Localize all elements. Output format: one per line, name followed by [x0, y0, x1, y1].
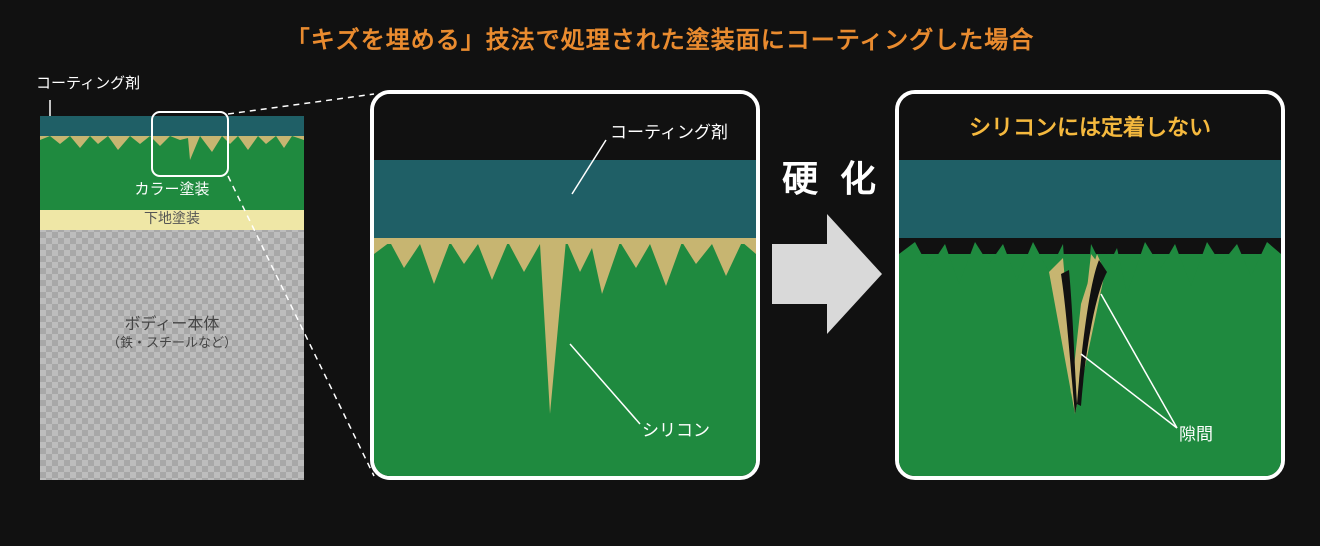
- mid-label-silicon: シリコン: [642, 416, 710, 441]
- arrow-svg: [772, 214, 882, 334]
- right-label-gap: 隙間: [1179, 420, 1213, 445]
- right-title: シリコンには定着しない: [899, 110, 1281, 142]
- harden-text: 硬 化: [772, 150, 892, 202]
- middle-panel: コーティング剤 シリコン: [370, 90, 760, 480]
- harden-arrow-block: 硬 化: [772, 150, 892, 334]
- right-svg: [899, 94, 1281, 476]
- right-panel: シリコンには定着しない 隙間: [895, 90, 1285, 480]
- mid-label-coating: コーティング剤: [610, 118, 728, 143]
